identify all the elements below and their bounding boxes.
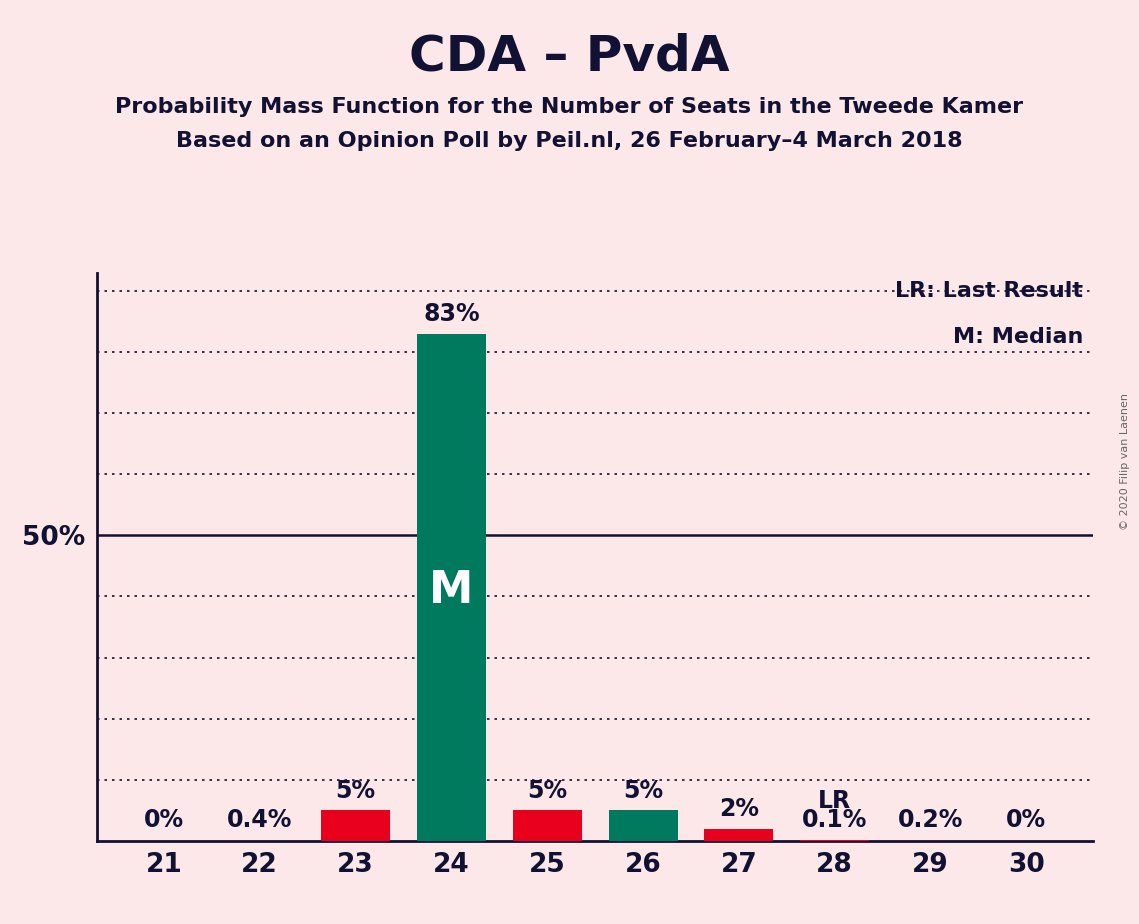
Bar <box>513 810 582 841</box>
Bar <box>608 810 678 841</box>
Text: 5%: 5% <box>527 779 567 803</box>
Text: 5%: 5% <box>336 779 376 803</box>
Text: LR: Last Result: LR: Last Result <box>895 281 1083 301</box>
Text: M: M <box>429 569 474 612</box>
Text: 0.1%: 0.1% <box>802 808 868 832</box>
Text: © 2020 Filip van Laenen: © 2020 Filip van Laenen <box>1120 394 1130 530</box>
Text: CDA – PvdA: CDA – PvdA <box>409 32 730 80</box>
Bar <box>321 810 390 841</box>
Text: 0.4%: 0.4% <box>227 808 293 832</box>
Text: Probability Mass Function for the Number of Seats in the Tweede Kamer: Probability Mass Function for the Number… <box>115 97 1024 117</box>
Bar <box>417 334 486 841</box>
Text: 2%: 2% <box>719 797 759 821</box>
Text: 0%: 0% <box>1006 808 1047 832</box>
Text: 83%: 83% <box>423 302 480 326</box>
Text: 0.2%: 0.2% <box>898 808 964 832</box>
Text: LR: LR <box>818 789 851 813</box>
Text: Based on an Opinion Poll by Peil.nl, 26 February–4 March 2018: Based on an Opinion Poll by Peil.nl, 26 … <box>177 131 962 152</box>
Text: M: Median: M: Median <box>953 326 1083 346</box>
Text: 0%: 0% <box>144 808 185 832</box>
Text: 5%: 5% <box>623 779 663 803</box>
Bar <box>704 829 773 841</box>
